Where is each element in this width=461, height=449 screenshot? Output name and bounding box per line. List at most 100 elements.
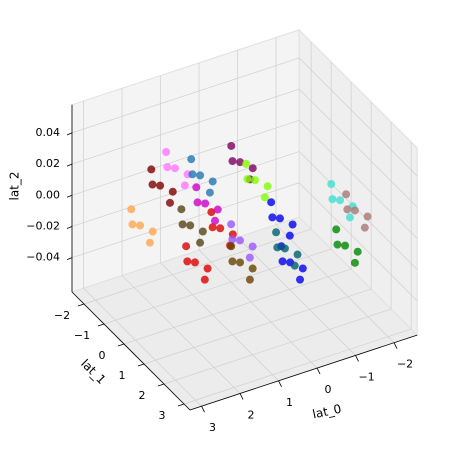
point [273,243,282,252]
point [290,261,299,270]
point [328,195,337,204]
x-tick-label: 3 [209,421,216,434]
point [213,205,222,214]
x-axis [189,334,418,411]
point [145,238,154,247]
point [285,231,294,240]
grid-line [198,249,318,369]
point [341,241,350,250]
point [333,240,342,249]
tick-mark [316,367,321,375]
point [350,206,359,215]
grid-line [237,237,356,356]
grid-line [275,224,395,343]
grid-line [298,182,418,301]
point [336,196,345,205]
point [236,258,245,267]
point [248,164,257,173]
grid-line [183,328,412,405]
grid-line [121,275,241,394]
x-tick-label: −2 [397,358,413,371]
x-tick-label: 0 [325,383,332,396]
tick-mark [66,132,73,136]
point [192,183,201,192]
point [162,148,171,157]
point [227,242,236,251]
grid-line [143,288,372,365]
point [260,193,269,202]
point [136,221,145,230]
point [186,221,195,230]
point [182,242,191,251]
point [280,244,289,253]
point [245,275,254,284]
point [193,198,202,207]
point [343,205,352,214]
z-axis-label: lat_2 [8,171,22,200]
grid-line [298,57,418,177]
point [278,257,287,266]
tick-mark [66,163,73,167]
point [196,171,205,180]
point [248,242,257,251]
point [198,227,207,236]
point [268,213,277,222]
point [227,220,236,229]
y-tick-label: −1 [74,329,90,342]
point [345,213,354,222]
grid-line [298,120,418,239]
point [243,175,252,184]
point [168,187,177,196]
y-tick-label: 0 [99,349,106,362]
point [128,220,137,229]
point [196,238,205,247]
point [342,190,351,199]
point [147,165,156,174]
point [205,188,214,197]
point [180,181,189,190]
tick-mark [239,393,244,400]
point [178,220,187,229]
tick-mark [201,406,205,413]
z-tick-label: −0.04 [26,251,60,264]
x-axis-label: lat_0 [311,402,342,422]
grid-line [71,57,300,134]
grid-line [83,228,312,305]
tick-mark [355,355,359,362]
z-tick-label: −0.02 [26,219,60,232]
point [148,180,157,189]
point [288,220,297,229]
y-tick-label: −2 [54,309,70,322]
grid-line [71,88,300,165]
point [228,235,237,244]
tick-mark [157,383,165,387]
point [242,159,251,168]
tick-mark [77,303,85,307]
point [177,205,186,214]
point [272,228,281,237]
point [275,214,284,223]
point [236,158,245,167]
grid [71,37,418,407]
point [267,198,276,207]
point [263,182,272,191]
point [245,253,254,262]
point [332,225,341,234]
point [236,236,244,245]
point [201,199,210,208]
grid-line [123,268,352,345]
tick-mark [177,403,185,407]
tick-mark [393,342,398,349]
z-tick-label: 0.00 [36,188,61,201]
y-tick-label: 1 [119,369,126,382]
point [156,181,165,190]
point [203,264,212,273]
y-tick-label: 2 [139,389,146,402]
point [207,208,216,217]
point [353,247,362,256]
point [208,223,217,232]
point [298,264,307,273]
grid-line [71,120,300,196]
right-pane [298,28,418,337]
